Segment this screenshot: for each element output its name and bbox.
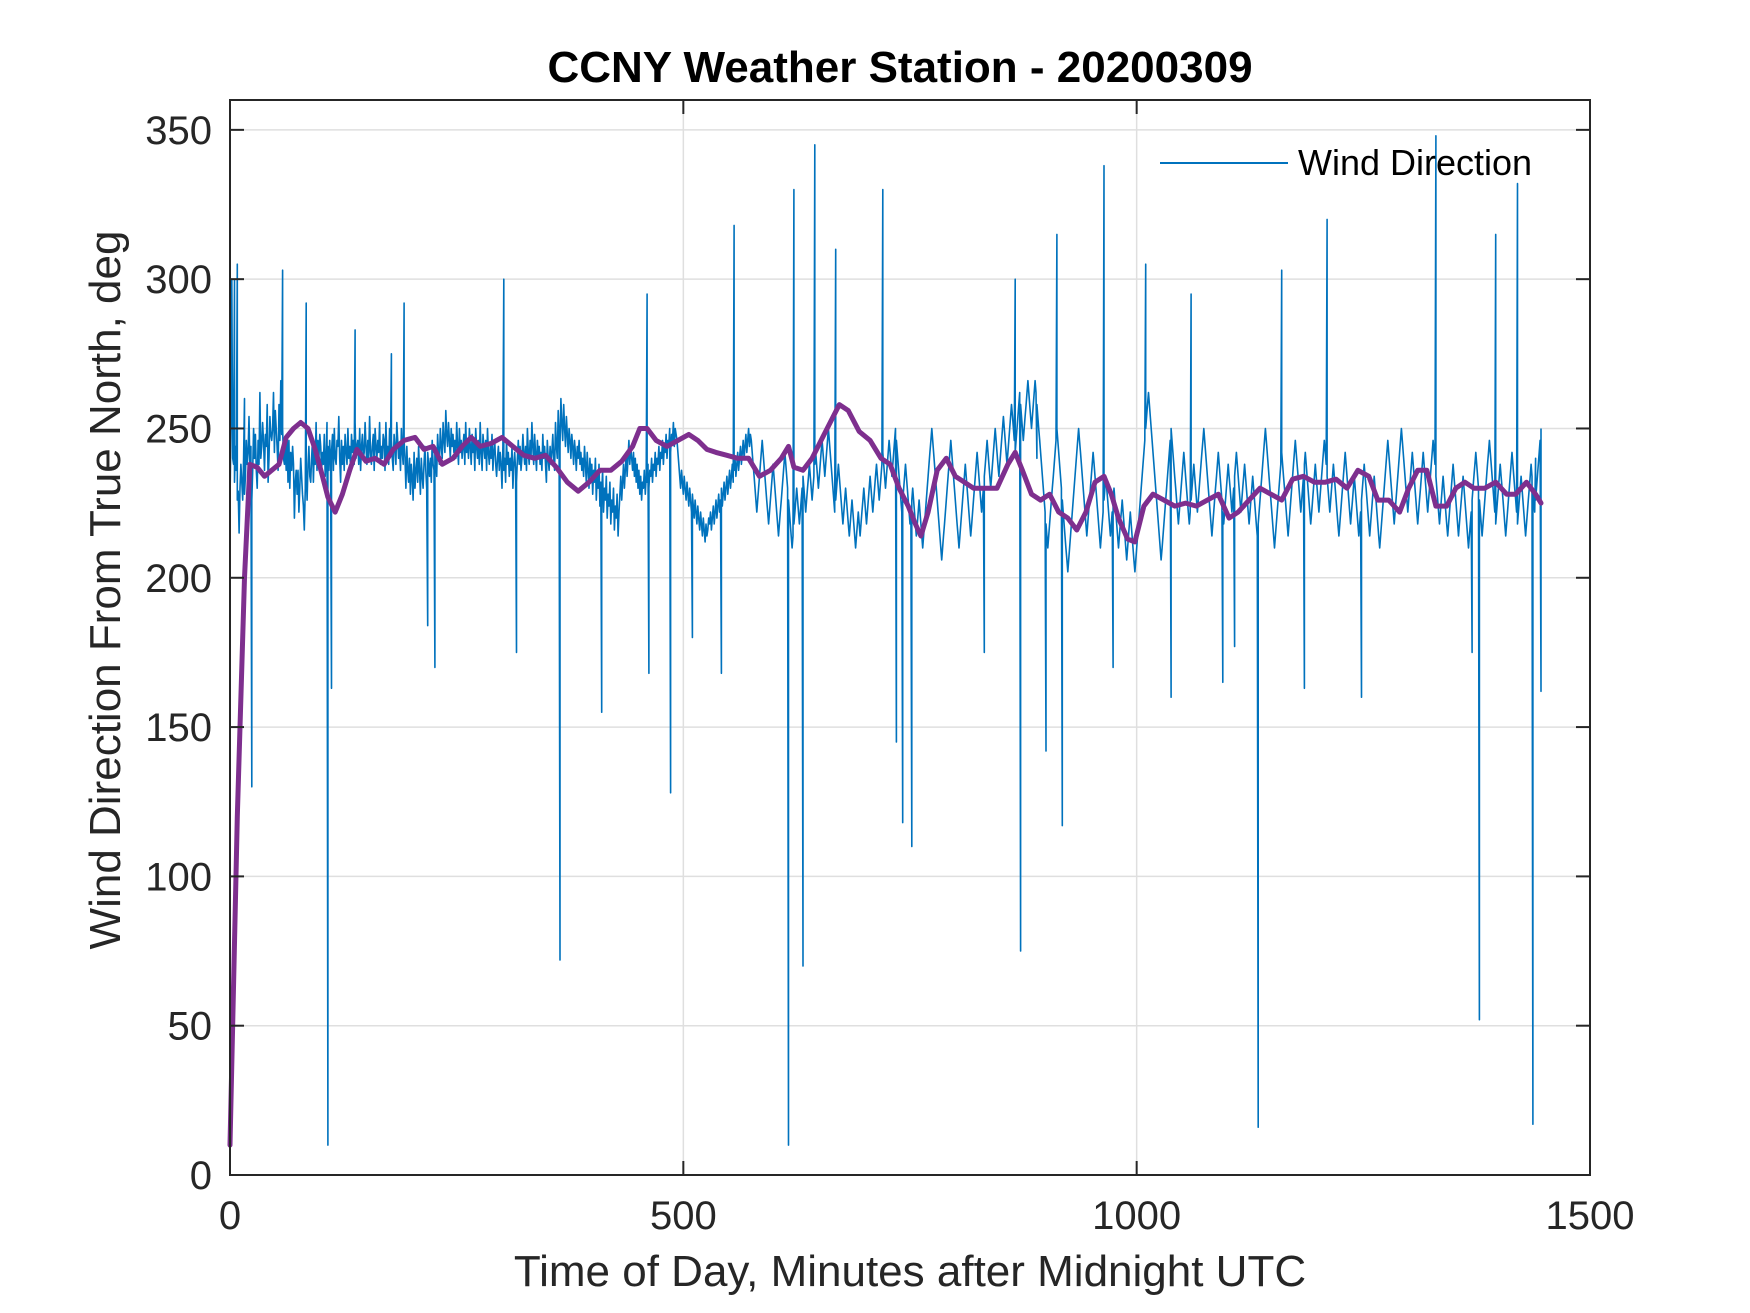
y-tick-label: 250: [145, 407, 212, 451]
y-axis-label: Wind Direction From True North, deg: [81, 231, 130, 950]
y-tick-label: 100: [145, 855, 212, 899]
series-smoothed-line: [227, 402, 1544, 1148]
plot-area: 0 500 1000 1500 0 50 100 150 200 250 300 350 Wind Di…: [145, 99, 1635, 1238]
axes-box: [229, 99, 1591, 1176]
y-tick-label: 350: [145, 109, 212, 153]
series-wind-direction-line: [229, 135, 1542, 1146]
y-tick-label: 0: [190, 1154, 212, 1198]
x-tick-label: 0: [219, 1194, 241, 1238]
y-tick-label: 200: [145, 557, 212, 601]
x-tick-label: 500: [650, 1194, 717, 1238]
x-tick-label: 1000: [1092, 1194, 1181, 1238]
x-tick-label: 1500: [1546, 1194, 1635, 1238]
y-tick-label: 150: [145, 706, 212, 750]
legend: Wind Direction: [1160, 142, 1532, 183]
y-tick-label: 50: [168, 1005, 213, 1049]
chart-title: CCNY Weather Station - 20200309: [547, 43, 1252, 92]
y-tick-label: 300: [145, 258, 212, 302]
legend-label-wind-direction: Wind Direction: [1298, 142, 1532, 183]
x-axis-label: Time of Day, Minutes after Midnight UTC: [514, 1247, 1306, 1296]
